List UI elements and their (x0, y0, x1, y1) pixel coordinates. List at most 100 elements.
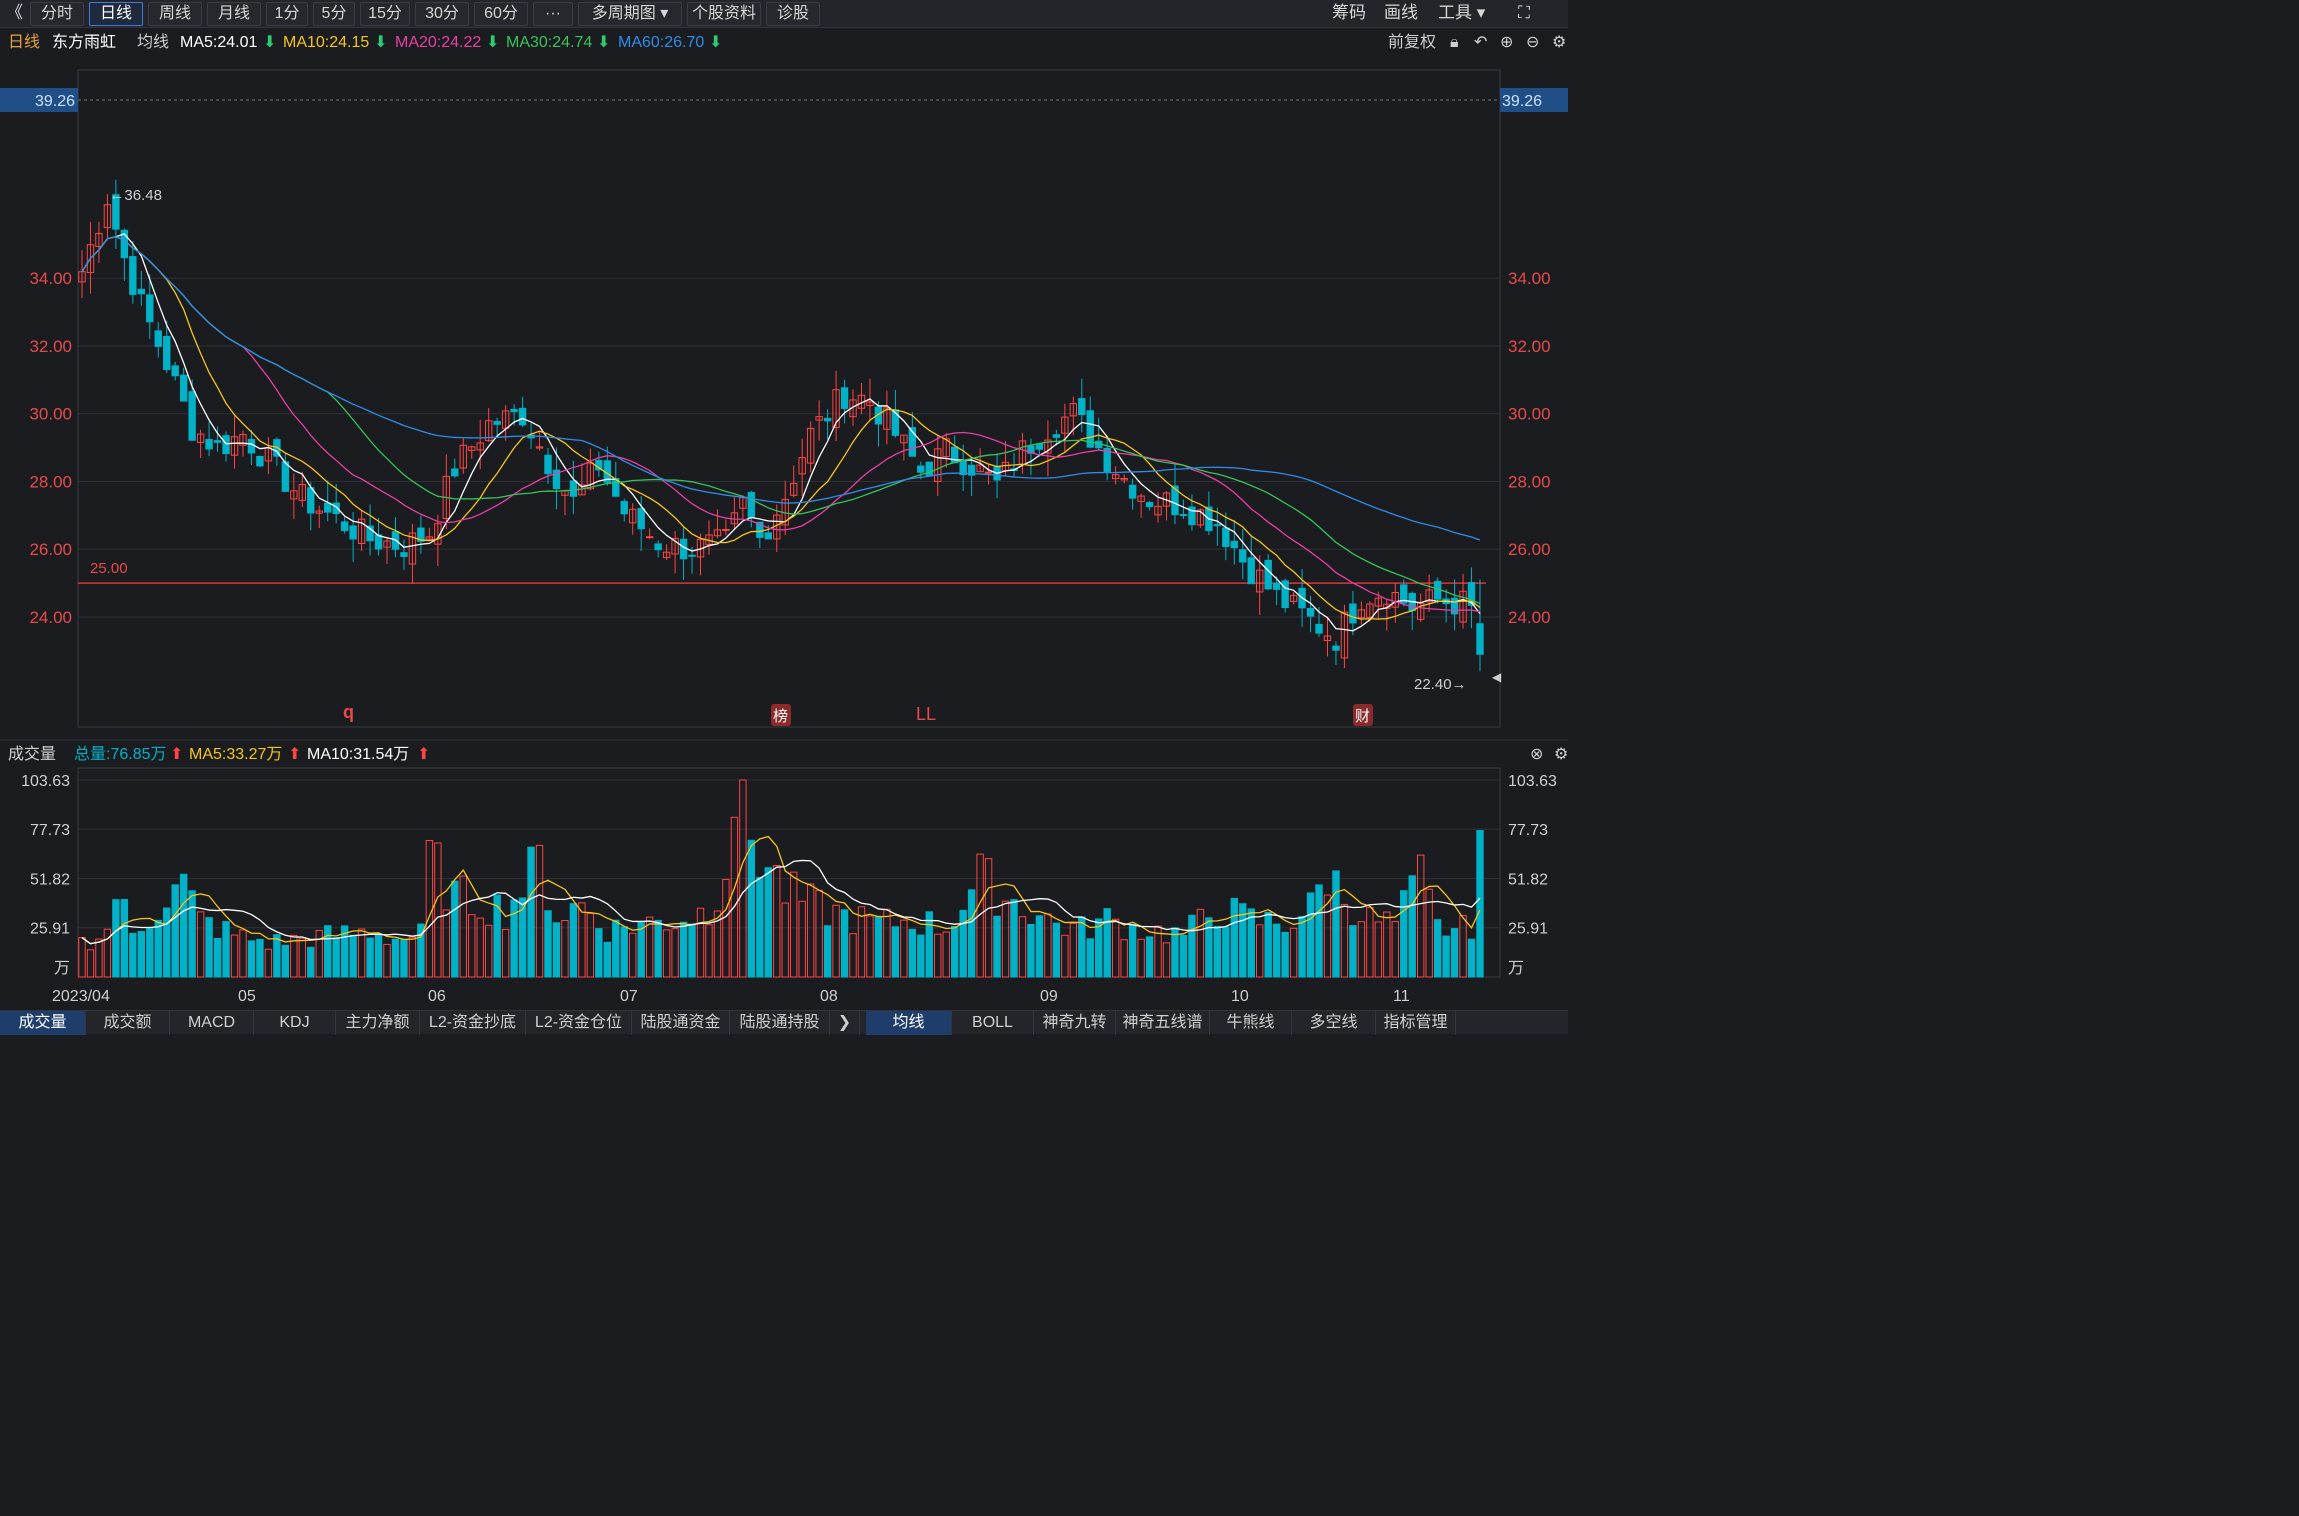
stock-name[interactable]: 东方雨虹 (52, 34, 117, 51)
adjust-label[interactable]: 前复权 (1388, 34, 1437, 51)
indicator-tab-11[interactable]: 神奇九转 (1034, 1011, 1116, 1035)
volume-bar (1239, 903, 1247, 978)
candle-body (1052, 434, 1061, 438)
candle-body (188, 391, 196, 441)
volume-bar (442, 909, 451, 978)
tab-10[interactable]: 多周期图 ▾ (578, 2, 682, 26)
indicator-tab-6[interactable]: L2-资金仓位 (526, 1011, 632, 1035)
indicator-tab-13[interactable]: 牛熊线 (1210, 1011, 1292, 1035)
ma10-arrow: ⬇ (374, 34, 388, 51)
volume-bar (205, 917, 213, 978)
x-axis-label: 05 (238, 988, 256, 1005)
tab-4[interactable]: 1分 (266, 2, 308, 26)
volume-bar (129, 932, 137, 978)
candle-body (1272, 582, 1281, 590)
kline-chart[interactable]: 34.00 34.00 32.00 32.00 30.00 30.00 28.00 28.00… (0, 0, 1568, 1010)
indicator-tab-2[interactable]: MACD (170, 1011, 254, 1035)
tab-2[interactable]: 周线 (148, 2, 202, 26)
volume-bar (281, 944, 290, 978)
volume-bar (1027, 923, 1035, 978)
volume-bar (434, 842, 442, 978)
volume-bar (315, 929, 323, 978)
volume-bar (908, 928, 917, 978)
tab-3[interactable]: 月线 (207, 2, 261, 26)
back-icon[interactable]: 《 (6, 3, 23, 22)
tabs-scroll-icon[interactable]: ❯ (830, 1011, 860, 1035)
indicator-tab-3[interactable]: KDJ (254, 1011, 336, 1035)
volume-bar (679, 921, 688, 978)
indicator-tab-12[interactable]: 神奇五线谱 (1116, 1011, 1210, 1035)
volume-bar (239, 929, 247, 978)
tab-6[interactable]: 15分 (360, 2, 410, 26)
ma-label[interactable]: 均线 (137, 34, 170, 51)
volume-bar (1272, 923, 1281, 978)
candle-body (196, 433, 205, 443)
volume-bar (1425, 888, 1433, 978)
zoom-out-icon[interactable]: ⊖ (1526, 34, 1540, 51)
candle-body (1366, 603, 1374, 618)
candle-body (501, 410, 510, 429)
tab-8[interactable]: 60分 (474, 2, 528, 26)
lock-icon[interactable]: 🔒︎ (1450, 34, 1459, 51)
volume-bar (349, 934, 357, 978)
volume-bar (1374, 921, 1383, 978)
indicator-tab-10[interactable]: BOLL (952, 1011, 1034, 1035)
candle-body (908, 427, 917, 457)
tab-0[interactable]: 分时 (30, 2, 84, 26)
candle-body (179, 374, 188, 402)
volume-bar (1332, 870, 1340, 978)
indicator-tab-5[interactable]: L2-资金抄底 (420, 1011, 526, 1035)
top-price-tag (0, 88, 78, 112)
volume-bar (1230, 897, 1238, 978)
volume-bar (917, 934, 925, 978)
candle-body (679, 538, 688, 560)
volume-bar (1298, 915, 1306, 978)
candle-body (434, 523, 442, 545)
candle-body (324, 502, 332, 513)
indicator-tab-0[interactable]: 成交量 (0, 1011, 86, 1035)
tab-1[interactable]: 日线 (89, 2, 143, 26)
candle-body (163, 335, 171, 370)
indicator-tab-15[interactable]: 指标管理 (1376, 1011, 1456, 1035)
tab-9[interactable]: ··· (533, 2, 573, 26)
ma5-line (81, 233, 1481, 632)
volume-bar (1357, 921, 1366, 978)
candle-body (1154, 505, 1162, 516)
tab-7[interactable]: 30分 (415, 2, 469, 26)
zoom-in-icon[interactable]: ⊕ (1500, 34, 1514, 51)
toolbar-right-2[interactable]: 工具 ▾ (1438, 3, 1486, 22)
tab-12[interactable]: 诊股 (766, 2, 820, 26)
candle-body (1264, 559, 1272, 590)
event-marker-bang: 榜 (773, 708, 788, 725)
candle-body (290, 490, 298, 500)
toolbar-right-1[interactable]: 画线 (1384, 3, 1418, 22)
volume-bar (705, 924, 713, 978)
candle-body (790, 482, 798, 496)
indicator-tab-14[interactable]: 多空线 (1292, 1011, 1376, 1035)
price-tick-left: 24.00 (29, 608, 72, 627)
volume-bar (391, 938, 400, 978)
indicator-tab-8[interactable]: 陆股通持股 (730, 1011, 830, 1035)
indicator-tab-4[interactable]: 主力净额 (336, 1011, 420, 1035)
fullscreen-icon[interactable]: ⛶ (1518, 3, 1530, 22)
volume-bar (959, 909, 967, 978)
toolbar-right-0[interactable]: 筹码 (1332, 3, 1366, 22)
volume-tick-right: 25.91 (1508, 921, 1548, 938)
indicator-tab-7[interactable]: 陆股通资金 (632, 1011, 730, 1035)
price-tick-right: 32.00 (1508, 337, 1551, 356)
ma20-value: MA20:24.22 (395, 34, 482, 51)
indicator-tab-9[interactable]: 均线 (866, 1011, 952, 1035)
candle-body (1222, 527, 1230, 547)
ma5-value: MA5:24.01 (180, 34, 258, 51)
volume-ma10-arrow: ⬆ (417, 746, 430, 763)
indicator-tab-1[interactable]: 成交额 (86, 1011, 170, 1035)
volume-bar (1086, 938, 1094, 978)
settings-icon[interactable]: ⚙ (1552, 34, 1567, 51)
candle-body (205, 439, 213, 450)
tab-11[interactable]: 个股资料 (687, 2, 761, 26)
volume-bar (1061, 934, 1069, 978)
volume-bar (756, 876, 764, 978)
tab-5[interactable]: 5分 (313, 2, 355, 26)
volume-bar (527, 846, 535, 978)
undo-icon[interactable]: ↶ (1474, 34, 1488, 51)
